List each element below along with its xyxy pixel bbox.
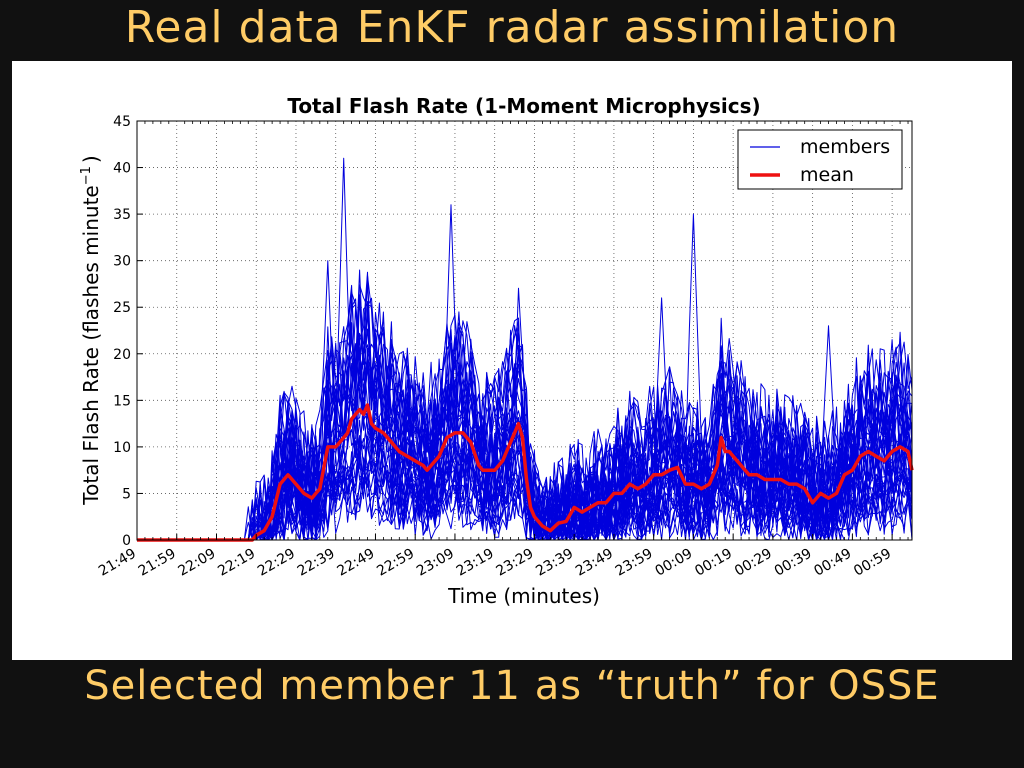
- chart-title: Total Flash Rate (1-Moment Microphysics): [287, 94, 760, 118]
- x-tick-label: 00:29: [732, 546, 775, 580]
- mean-series-group: [137, 403, 914, 542]
- x-tick-label: 23:59: [613, 546, 656, 580]
- y-tick-label: 20: [113, 347, 131, 363]
- legend-box: [737, 129, 903, 190]
- y-axis-label-sup: −1: [79, 166, 94, 185]
- x-tick-label: 23:29: [493, 546, 536, 580]
- y-tick-label: 30: [113, 254, 131, 270]
- x-tick-label: 00:09: [652, 546, 695, 580]
- x-tick-label: 00:19: [692, 546, 735, 580]
- x-tick-label: 00:39: [772, 546, 815, 580]
- figure-panel: Total Flash Rate (1-Moment Microphysics)…: [12, 61, 1012, 660]
- x-tick-label: 22:19: [215, 546, 258, 580]
- legend-members-label: members: [800, 136, 890, 158]
- y-axis-label-end: ): [79, 155, 103, 163]
- slide-caption: Selected member 11 as “truth” for OSSE: [84, 663, 940, 709]
- x-tick-label: 22:39: [295, 546, 338, 580]
- x-tick-label: 23:09: [414, 546, 457, 580]
- y-tick-label: 35: [113, 207, 131, 223]
- x-tick-label: 22:09: [176, 546, 219, 580]
- x-tick-label: 00:59: [851, 546, 894, 580]
- x-axis-label: Time (minutes): [447, 584, 600, 608]
- y-tick-label: 25: [113, 300, 131, 316]
- y-tick-label: 0: [122, 533, 131, 549]
- x-tick-label: 00:49: [811, 546, 854, 580]
- y-tick-label: 45: [113, 114, 131, 130]
- member-line: [137, 401, 913, 541]
- y-tick-label: 15: [113, 393, 131, 409]
- x-tick-label: 23:49: [573, 546, 616, 580]
- y-axis-label: Total Flash Rate (flashes minute−1): [79, 155, 103, 505]
- mean-line: [137, 403, 914, 542]
- x-tick-label: 22:49: [335, 546, 378, 580]
- x-tick-label: 21:49: [96, 546, 139, 580]
- legend-mean-label: mean: [800, 164, 854, 186]
- y-tick-label: 5: [122, 486, 131, 502]
- y-axis-label-main: Total Flash Rate (flashes minute: [79, 185, 103, 505]
- y-tick-label: 10: [113, 440, 131, 456]
- x-tick-label: 21:59: [136, 546, 179, 580]
- legend: members mean: [737, 129, 903, 190]
- x-tick-label: 23:39: [533, 546, 576, 580]
- slide-title: Real data EnKF radar assimilation: [124, 2, 900, 53]
- plot-frame: [136, 120, 913, 541]
- x-tick-label: 22:59: [374, 546, 417, 580]
- x-tick-label: 22:29: [255, 546, 298, 580]
- member-series-group: [137, 157, 913, 541]
- x-tick-label: 23:19: [454, 546, 497, 580]
- member-line: [137, 291, 913, 541]
- y-tick-label: 40: [113, 161, 131, 177]
- flash-rate-chart: Total Flash Rate (1-Moment Microphysics)…: [79, 94, 914, 608]
